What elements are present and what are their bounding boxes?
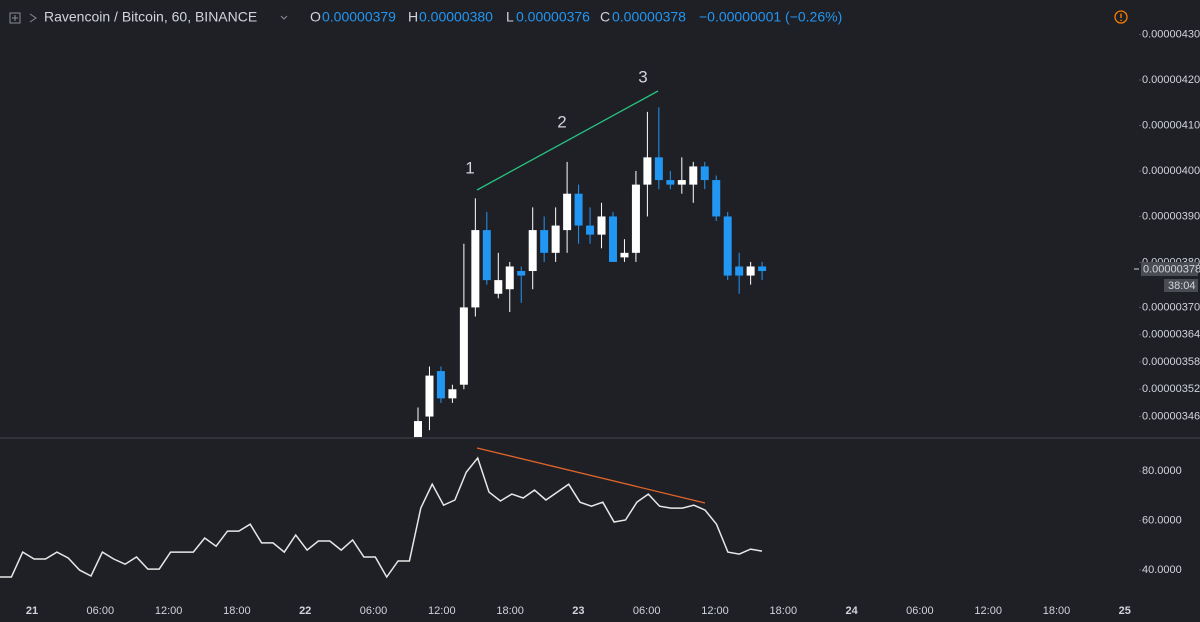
price-pane	[414, 107, 767, 437]
x-tick-label: 24	[845, 605, 858, 617]
annotation: 2	[557, 112, 566, 131]
candle-body	[448, 389, 457, 399]
annotation: 1	[465, 158, 474, 177]
change: −0.00000001 (−0.26%)	[699, 9, 842, 25]
dropdown-icon[interactable]	[280, 15, 288, 20]
expand-icon[interactable]	[9, 12, 21, 24]
candle-body	[459, 307, 468, 385]
x-tick-label: 12:00	[155, 605, 183, 617]
candle-body	[505, 266, 514, 290]
rsi-line	[0, 456, 763, 579]
ohlc-label: H	[408, 9, 418, 25]
candle-body	[631, 184, 640, 253]
candle-body	[620, 252, 629, 258]
y-tick-label: 0.00000400	[1142, 165, 1200, 177]
candle-body	[551, 225, 560, 253]
candle-body	[414, 421, 422, 437]
y-tick-label: 0.00000352	[1142, 383, 1200, 395]
y-tick-label: 60.0000	[1142, 514, 1182, 526]
candle-body	[666, 180, 675, 185]
rsi-pane	[0, 456, 763, 579]
x-tick-label: 06:00	[360, 605, 388, 617]
candle-body	[677, 180, 686, 185]
candle-body	[700, 166, 709, 181]
x-tick-label: 18:00	[496, 605, 524, 617]
x-tick-label: 22	[299, 605, 311, 617]
candle-body	[425, 375, 434, 417]
ohlc-label: C	[600, 9, 610, 25]
x-tick-label: 12:00	[701, 605, 729, 617]
x-tick-label: 25	[1119, 605, 1131, 617]
ohlc-value: 0.00000379	[322, 9, 396, 25]
countdown-tag	[1164, 279, 1198, 292]
x-tick-label: 21	[26, 605, 38, 617]
y-tick-label: 0.00000364	[1142, 329, 1200, 341]
x-tick-label: 23	[572, 605, 584, 617]
annotation: 3	[638, 67, 647, 86]
x-tick-label: 18:00	[223, 605, 251, 617]
axes: 0.00000430 0.00000420 0.00000410 0.00000400…	[26, 28, 1200, 616]
candle-body	[597, 216, 606, 235]
x-tick-label: 06:00	[87, 605, 115, 617]
x-tick-label: 12:00	[428, 605, 456, 617]
countdown: 38:04	[1168, 280, 1196, 292]
ohlc-value: 0.00000376	[516, 9, 590, 25]
y-tick-label: 80.0000	[1142, 465, 1182, 477]
candle-body	[436, 371, 445, 399]
y-tick-label: 0.00000430	[1142, 28, 1200, 40]
x-tick-label: 06:00	[633, 605, 661, 617]
candle-body	[654, 157, 663, 181]
icon-dot	[1120, 19, 1122, 22]
candle-body	[723, 216, 732, 276]
candle-body	[689, 166, 698, 185]
candle-body	[494, 280, 503, 294]
ohlc-value: 0.00000380	[419, 9, 493, 25]
y-tick-label: 0.00000358	[1142, 356, 1200, 368]
ohlc-label: L	[506, 9, 514, 25]
y-tick-label: 0.00000410	[1142, 119, 1200, 131]
y-tick-label: 0.00000346	[1142, 410, 1200, 422]
collapse-icon[interactable]	[29, 13, 37, 23]
candle-body	[608, 216, 617, 262]
candle-body	[574, 193, 583, 226]
candle-body	[482, 230, 491, 281]
candle-body	[643, 157, 652, 185]
candle-body	[746, 266, 755, 276]
candle-body	[735, 266, 744, 276]
last-price: 0.00000378	[1143, 263, 1200, 275]
candle-body	[540, 230, 549, 253]
candle-body	[712, 180, 721, 217]
candle-body	[528, 230, 537, 272]
y-tick-label: 0.00000390	[1142, 210, 1200, 222]
candle-body	[517, 271, 526, 276]
trend-line	[476, 447, 706, 504]
y-tick-label: 0.00000420	[1142, 74, 1200, 86]
y-tick-label: 40.0000	[1142, 564, 1182, 576]
candle-body	[471, 230, 480, 308]
y-tick-label: 0.00000370	[1142, 301, 1200, 313]
candle-body	[586, 225, 595, 235]
x-tick-label: 06:00	[906, 605, 934, 617]
candle-body	[563, 193, 572, 231]
ohlc-label: O	[310, 9, 321, 25]
price-tag	[1141, 262, 1198, 276]
symbol[interactable]: Ravencoin / Bitcoin, 60, BINANCE	[44, 9, 257, 25]
ohlc-value: 0.00000378	[612, 9, 686, 25]
candle-body	[758, 266, 767, 272]
x-tick-label: 18:00	[770, 605, 798, 617]
alert-icon[interactable]	[1114, 10, 1128, 24]
x-tick-label: 12:00	[974, 605, 1002, 617]
trend-line	[476, 90, 659, 191]
x-tick-label: 18:00	[1043, 605, 1071, 617]
